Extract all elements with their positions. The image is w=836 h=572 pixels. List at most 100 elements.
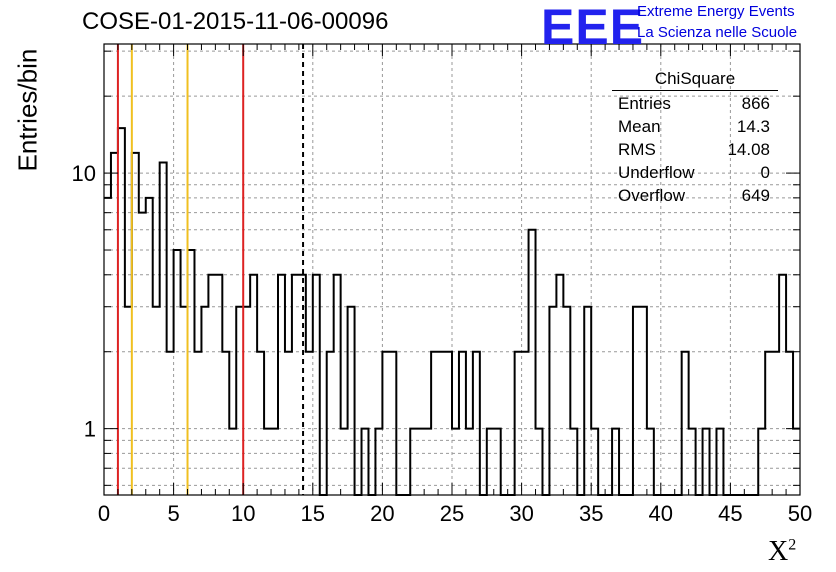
- histogram-bin: [445, 352, 452, 495]
- histogram-bin: [348, 307, 355, 495]
- chart-title: COSE-01-2015-11-06-00096: [82, 8, 389, 35]
- axes-frame: [103, 43, 801, 496]
- histogram-bin: [146, 198, 153, 495]
- histogram-bin: [536, 429, 543, 495]
- histogram-bin: [229, 429, 236, 495]
- histogram-bin: [410, 429, 417, 495]
- x-tick-label: 15: [301, 501, 325, 526]
- histogram-bin: [529, 230, 536, 495]
- histogram-bin: [285, 352, 292, 495]
- histogram-bin: [765, 352, 772, 495]
- histogram-bin: [584, 307, 591, 495]
- histogram-bin: [389, 352, 396, 495]
- stats-value: 14.3: [736, 117, 770, 136]
- histogram-bin: [104, 198, 111, 495]
- histogram-bin: [194, 352, 201, 495]
- x-tick-label: 50: [788, 501, 812, 526]
- histogram-bin: [118, 128, 125, 495]
- stats-label: Underflow: [618, 163, 695, 182]
- histogram-bin: [786, 352, 793, 495]
- x-axis-label-base: X: [768, 536, 789, 567]
- histogram-bin: [591, 429, 598, 495]
- histogram-bin: [111, 153, 118, 495]
- x-tick-label: 45: [718, 501, 742, 526]
- histogram-bin: [362, 429, 369, 495]
- histogram-bin: [438, 352, 445, 495]
- stats-row-entries: Entries 866: [612, 92, 778, 115]
- stats-label: Mean: [618, 117, 661, 136]
- y-tick-label: 1: [84, 417, 96, 442]
- histogram-bin: [779, 275, 786, 495]
- histogram-bin: [188, 250, 195, 495]
- histogram-bin: [341, 429, 348, 495]
- stats-value: 649: [741, 186, 770, 205]
- x-tick-label: 10: [231, 501, 255, 526]
- stats-row-underflow: Underflow 0: [612, 161, 778, 184]
- stats-title: ChiSquare: [654, 69, 736, 88]
- histogram-bin: [556, 275, 563, 495]
- histogram-bin: [271, 429, 278, 495]
- stats-divider: [612, 90, 778, 91]
- histogram-bin: [382, 352, 389, 495]
- stats-box: ChiSquare Entries 866 Mean 14.3 RMS 14.0…: [612, 68, 778, 207]
- histogram-bin: [208, 275, 215, 495]
- histogram-bin: [466, 429, 473, 495]
- stats-value: 866: [741, 94, 770, 113]
- x-axis-label-superscript: 2: [788, 536, 797, 554]
- histogram-bin: [313, 275, 320, 495]
- stats-label: Entries: [618, 94, 671, 113]
- histogram-bin: [236, 307, 243, 495]
- histogram-bin: [334, 275, 341, 495]
- histogram-bin: [306, 352, 313, 495]
- histogram-bin: [612, 429, 619, 495]
- x-axis-label: X2: [768, 536, 796, 568]
- histogram-bin: [417, 429, 424, 495]
- stats-value: 0: [760, 163, 770, 182]
- histogram-bin: [153, 307, 160, 495]
- histogram-bin: [772, 352, 779, 495]
- histogram-bin: [174, 250, 181, 495]
- x-tick-label: 30: [509, 501, 533, 526]
- histogram-bin: [125, 307, 132, 495]
- histogram-bin: [292, 275, 299, 495]
- histogram-bin: [181, 307, 188, 495]
- histogram-bin: [215, 275, 222, 495]
- tick-labels: 0 5 10 15 20 25 30 35 40 45 50 1 10: [72, 161, 813, 526]
- histogram-bin: [758, 429, 765, 495]
- histogram-bin: [703, 429, 710, 495]
- histogram-bin: [243, 307, 250, 495]
- histogram-bin: [459, 352, 466, 495]
- x-tick-label: 40: [649, 501, 673, 526]
- histogram-bin: [633, 307, 640, 495]
- logo-line-1: Extreme Energy Events: [637, 3, 795, 20]
- eee-logo: EEE: [541, 0, 645, 55]
- x-tick-label: 20: [370, 501, 394, 526]
- histogram-bin: [473, 352, 480, 495]
- stats-label: RMS: [618, 140, 656, 159]
- stats-label: Overflow: [618, 186, 686, 205]
- x-tick-label: 0: [98, 501, 110, 526]
- histogram-bin: [201, 307, 208, 495]
- histogram-bin: [264, 429, 271, 495]
- histogram-bin: [452, 429, 459, 495]
- stats-value: 14.08: [727, 140, 770, 159]
- x-tick-label: 35: [579, 501, 603, 526]
- grid-layer: [103, 44, 801, 495]
- histogram-bin: [375, 429, 382, 495]
- histogram-bin: [327, 352, 334, 495]
- histogram-bin: [424, 429, 431, 495]
- y-axis-label: Entries/bin: [12, 48, 43, 172]
- logo-line-2: La Scienza nelle Scuole: [637, 24, 798, 41]
- histogram-bin: [647, 429, 654, 495]
- histogram-bin: [160, 163, 167, 495]
- histogram-bin: [132, 153, 139, 495]
- marker-lines: [116, 44, 305, 495]
- histogram-bin: [563, 307, 570, 495]
- stats-row-mean: Mean 14.3: [612, 115, 778, 138]
- histogram-bin: [716, 429, 723, 495]
- histogram-bin: [689, 429, 696, 495]
- x-tick-label: 5: [167, 501, 179, 526]
- histogram-bin: [515, 352, 522, 495]
- stats-row-rms: RMS 14.08: [612, 138, 778, 161]
